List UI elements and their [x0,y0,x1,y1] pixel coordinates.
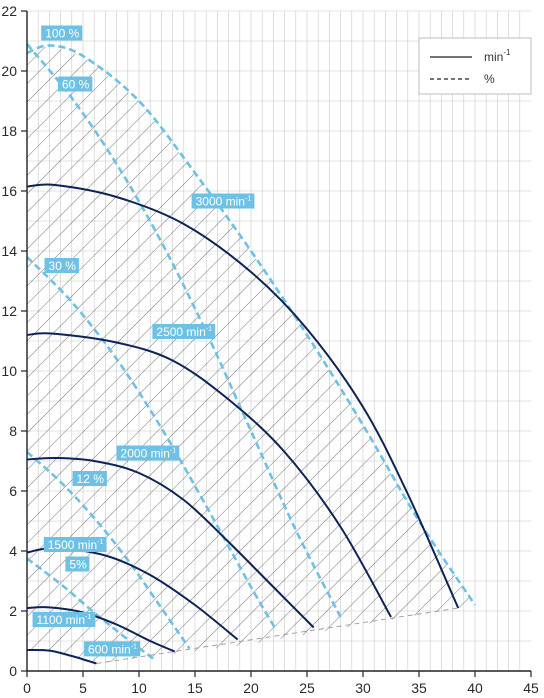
speed-curve-label: 2000 min-1 [121,447,177,461]
y-tick-label: 20 [1,63,17,79]
y-tick-label: 12 [1,303,17,319]
efficiency-curve-label-tag [41,25,83,41]
efficiency-curve-100 [26,44,477,606]
axes: 0 2 4 6 8 10 12 14 16 18 20 22 0 5 10 15 20 25 30 35 40 45 [1,3,539,696]
efficiency-curve-label: 30 % [49,259,77,273]
y-tick-label: 18 [1,123,17,139]
speed-curve-label-tag [32,612,96,627]
efficiency-curves [26,43,477,662]
speed-curve-label: 600 min-1 [88,642,137,656]
speed-curve-label: 3000 min-1 [196,195,252,209]
efficiency-curve-label: 60 % [62,78,90,92]
x-tick-label: 20 [243,680,259,696]
efficiency-curve-5 [26,557,157,662]
x-tick-label: 5 [79,680,87,696]
x-tick-label: 30 [355,680,371,696]
speed-curve-label: 1500 min-1 [48,538,104,552]
x-tick-label: 0 [23,680,31,696]
operating-region-bottom-edge [96,607,459,664]
legend-box [418,37,532,95]
speed-curve-label-tag [191,193,255,209]
y-tick-label: 22 [1,3,17,19]
legend-label-speed: min-1 [484,48,511,64]
legend-label-efficiency: % [484,72,495,86]
speed-curve-11001 [26,606,176,653]
speed-curve-30001 [26,183,460,609]
y-tick-label: 16 [1,183,17,199]
speed-curve-label-tag [43,537,107,552]
efficiency-curve-30 [26,256,277,630]
y-tick-label: 14 [1,243,17,259]
legend: min-1 % [418,37,532,95]
efficiency-curve-label-tag [72,471,107,486]
efficiency-curve-label-tag [57,76,93,92]
y-tick-label: 8 [9,423,17,439]
efficiency-curve-12 [26,451,191,650]
efficiency-curve-label: 5% [69,558,87,572]
speed-curve-20001 [26,456,315,629]
y-tick-label: 2 [9,603,17,619]
x-tick-label: 45 [523,680,539,696]
x-tick-label: 35 [411,680,427,696]
x-tick-label: 25 [299,680,315,696]
curve-labels: 3000 min-1 2500 min-1 2000 min-1 1500 min-1… [32,25,255,657]
y-tick-label: 0 [9,663,17,679]
speed-curve-label: 1100 min-1 [37,613,92,627]
x-tick-label: 40 [467,680,483,696]
speed-curve-label-tag [84,641,141,657]
speed-curve-6001 [26,648,97,665]
x-tick-label: 10 [131,680,147,696]
y-tick-label: 4 [9,543,17,559]
speed-curve-25001 [26,332,392,618]
efficiency-curve-label-tag [44,258,79,273]
speed-curve-label: 2500 min-1 [156,325,212,339]
speed-curve-label-tag [152,324,216,339]
efficiency-curve-label: 100 % [45,27,79,41]
efficiency-curve-60 [26,43,342,618]
y-tick-label: 6 [9,483,17,499]
speed-curve-label-tag [116,445,180,461]
efficiency-curve-label: 12 % [77,472,105,486]
efficiency-curve-label-tag [65,556,90,572]
x-tick-label: 15 [187,680,203,696]
y-tick-label: 10 [1,363,17,379]
